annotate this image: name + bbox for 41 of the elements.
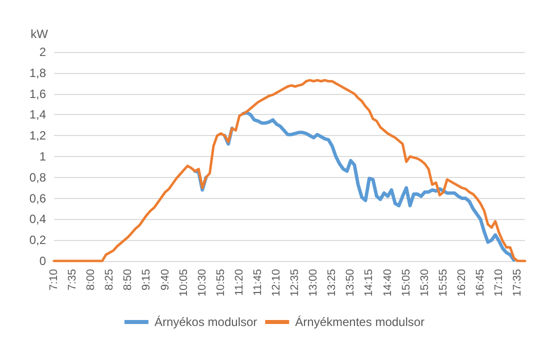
legend-label: Árnyékos modulsor bbox=[154, 315, 258, 329]
y-tick-label: 2 bbox=[39, 45, 46, 59]
x-tick-label: 15:55 bbox=[437, 269, 450, 297]
x-tick-label: 15:05 bbox=[400, 269, 412, 297]
x-tick-label: 13:50 bbox=[344, 269, 357, 297]
x-tick-label: 10:30 bbox=[196, 269, 208, 297]
x-tick-label: 12:35 bbox=[289, 269, 302, 297]
line-series bbox=[52, 78, 526, 262]
x-tick-label: 8:00 bbox=[85, 269, 98, 290]
x-tick-label: 10:55 bbox=[214, 269, 227, 297]
x-tick-label: 8:25 bbox=[104, 269, 116, 290]
y-tick-label: 1,2 bbox=[29, 128, 46, 143]
x-tick-label: 7:35 bbox=[66, 269, 79, 290]
y-tick-label: 0 bbox=[39, 254, 46, 268]
y-tick-label: 0,2 bbox=[29, 233, 46, 248]
x-tick-label: 11:45 bbox=[252, 269, 264, 296]
x-tick-label: 11:20 bbox=[233, 269, 246, 296]
x-tick-label: 14:40 bbox=[382, 269, 394, 297]
x-tick-label: 10:05 bbox=[178, 269, 190, 297]
x-tick-label: 9:15 bbox=[140, 269, 153, 290]
y-tick-label: 1,4 bbox=[29, 108, 46, 122]
y-tick-label: 1,6 bbox=[29, 86, 46, 101]
x-tick-label: 15:30 bbox=[418, 269, 431, 297]
x-tick-label: 8:50 bbox=[122, 269, 134, 290]
x-tick-label: 16:45 bbox=[474, 269, 486, 297]
x-tick-label: 7:10 bbox=[48, 269, 60, 290]
x-tick-label: 17:10 bbox=[493, 269, 506, 297]
y-tick-label: 0,6 bbox=[29, 191, 46, 206]
y-tick-label: 0,4 bbox=[29, 212, 46, 226]
legend-label: Árnyékmentes modulsor bbox=[295, 315, 425, 329]
y-tick-label: 1,8 bbox=[29, 66, 46, 80]
y-tick-label: 0,8 bbox=[29, 170, 46, 184]
x-tick-label: 16:20 bbox=[456, 269, 468, 297]
x-tick-label: 12:10 bbox=[270, 269, 283, 297]
x-tick-label: 13:00 bbox=[308, 269, 320, 297]
y-tick-label: 1 bbox=[39, 150, 46, 164]
x-tick-label: 14:15 bbox=[363, 269, 376, 297]
x-tick-label: 13:25 bbox=[326, 269, 338, 297]
x-tick-label: 17:35 bbox=[512, 269, 524, 297]
y-axis-title: kW bbox=[30, 27, 49, 41]
x-tick-label: 9:40 bbox=[159, 269, 172, 290]
